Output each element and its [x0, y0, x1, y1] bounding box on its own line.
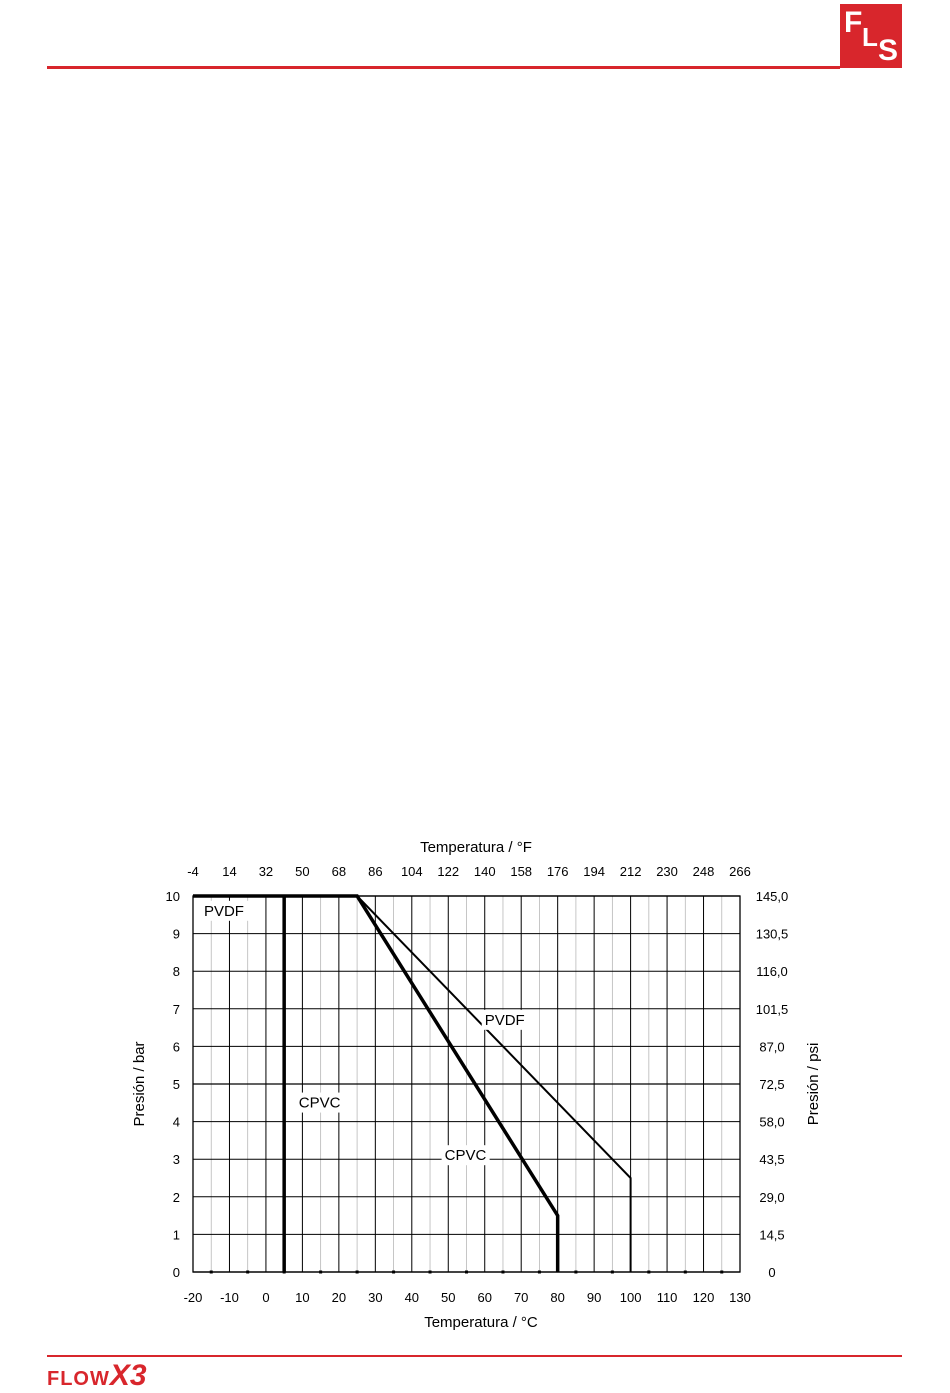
top-tick-label: 158 — [510, 864, 532, 879]
x-axis-title: Temperatura / °C — [424, 1314, 538, 1331]
y-right-tick-label: 14,5 — [759, 1227, 784, 1242]
y-right-tick-label: 87,0 — [759, 1039, 784, 1054]
top-tick-label: 14 — [222, 864, 236, 879]
x-tick-label: 60 — [477, 1290, 491, 1305]
y-left-tick-label: 3 — [173, 1152, 180, 1167]
x-minor-tick — [319, 1270, 323, 1274]
y-axis-title-right: Presión / psi — [805, 1043, 822, 1126]
top-tick-label: 212 — [620, 864, 642, 879]
y-left-tick-label: 4 — [173, 1115, 180, 1130]
y-left-tick-label: 0 — [173, 1265, 180, 1280]
top-tick-label: 248 — [693, 864, 715, 879]
x-minor-tick — [610, 1270, 614, 1274]
x-minor-tick — [720, 1270, 724, 1274]
top-tick-label: 32 — [259, 864, 273, 879]
x-tick-label: 70 — [514, 1290, 528, 1305]
y-right-tick-label: 101,5 — [756, 1002, 789, 1017]
top-tick-label: 140 — [474, 864, 496, 879]
x-minor-tick — [683, 1270, 687, 1274]
y-left-tick-label: 10 — [166, 889, 180, 904]
top-tick-label: 50 — [295, 864, 309, 879]
x-tick-label: 80 — [550, 1290, 564, 1305]
flowx3-logo: FLOWX3 — [47, 1359, 147, 1392]
y-right-tick-label: 58,0 — [759, 1115, 784, 1130]
top-tick-label: 104 — [401, 864, 423, 879]
x-tick-label: 40 — [405, 1290, 419, 1305]
annotation-bg — [200, 900, 249, 921]
x-minor-tick — [465, 1270, 468, 1274]
top-tick-label: 266 — [729, 864, 751, 879]
x-minor-tick — [246, 1270, 250, 1274]
logo-letter-f: F — [844, 6, 863, 39]
x-tick-label: -20 — [184, 1290, 203, 1305]
x-tick-label: 30 — [368, 1290, 382, 1305]
x-minor-tick — [355, 1270, 359, 1274]
footer-logo-flow: FLOW — [47, 1368, 110, 1390]
x-minor-tick — [647, 1270, 651, 1274]
y-right-tick-label: 145,0 — [756, 889, 789, 904]
x-tick-label: 0 — [262, 1290, 269, 1305]
series-label-cpvc: CPVC — [445, 1147, 487, 1164]
top-tick-label: -4 — [187, 864, 199, 879]
y-left-tick-label: 6 — [173, 1039, 180, 1054]
footer-rule — [47, 1355, 902, 1357]
series-label-pvdf: PVDF — [204, 903, 244, 920]
y-right-tick-label: 43,5 — [759, 1152, 784, 1167]
x-minor-tick — [428, 1270, 432, 1274]
top-tick-label: 86 — [368, 864, 382, 879]
x-tick-label: 110 — [657, 1290, 678, 1305]
x-tick-label: 10 — [295, 1290, 309, 1305]
series-label-cpvc: CPVC — [299, 1095, 341, 1112]
series-label-pvdf: PVDF — [485, 1012, 525, 1029]
y-left-tick-label: 5 — [173, 1077, 180, 1092]
series-line-cpvc-2 — [193, 894, 560, 1272]
y-right-tick-label: 72,5 — [759, 1077, 784, 1092]
x-tick-label: 50 — [441, 1290, 455, 1305]
x-minor-tick — [209, 1270, 213, 1274]
x-tick-label: -10 — [220, 1290, 239, 1305]
y-left-tick-label: 8 — [173, 964, 180, 979]
header-rule — [47, 66, 840, 69]
y-left-tick-label: 7 — [173, 1002, 180, 1017]
fls-logo: F L S — [840, 4, 902, 68]
y-right-tick-label: 29,0 — [759, 1190, 784, 1205]
x-minor-tick — [392, 1270, 396, 1274]
x-tick-label: 20 — [332, 1290, 346, 1305]
top-tick-label: 230 — [656, 864, 678, 879]
y-left-tick-label: 2 — [173, 1190, 180, 1205]
y-axis-title-left: Presión / bar — [131, 1041, 148, 1126]
top-axis-title: Temperatura / °F — [420, 839, 532, 856]
annotation-bg — [441, 1145, 490, 1166]
top-tick-label: 68 — [332, 864, 346, 879]
top-tick-label: 176 — [547, 864, 569, 879]
x-minor-tick — [501, 1270, 505, 1274]
y-left-tick-label: 9 — [173, 927, 180, 942]
x-tick-label: 130 — [729, 1290, 751, 1305]
y-left-tick-label: 1 — [173, 1227, 180, 1242]
annotation-bg — [295, 1092, 344, 1113]
annotation-bg — [481, 1009, 530, 1030]
logo-letter-s: S — [878, 34, 899, 67]
top-tick-label: 194 — [583, 864, 605, 879]
x-tick-label: 100 — [620, 1290, 642, 1305]
pressure-temperature-chart: -20 -10 0 10 20 30 40 50 60 70 80 90 100 110 120 130-4 1… — [131, 839, 822, 1331]
top-tick-label: 122 — [437, 864, 459, 879]
y-right-tick-label: 116,0 — [756, 964, 788, 979]
footer-logo-x3: X3 — [109, 1359, 147, 1392]
x-tick-label: 90 — [587, 1290, 601, 1305]
x-tick-label: 120 — [693, 1290, 715, 1305]
y-right-tick-label: 0 — [768, 1265, 775, 1280]
x-minor-tick — [537, 1270, 541, 1274]
x-minor-tick — [574, 1270, 578, 1274]
y-right-tick-label: 130,5 — [756, 927, 789, 942]
logo-letter-l: L — [862, 22, 878, 52]
